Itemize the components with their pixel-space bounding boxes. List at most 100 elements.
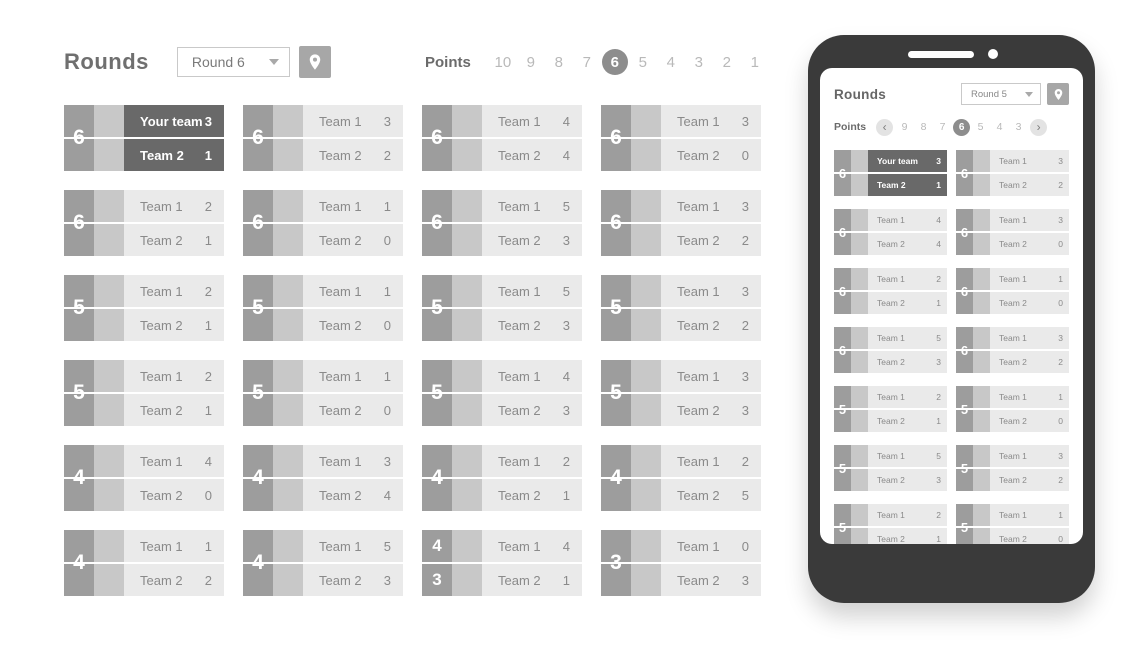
team-row: Team 2 4 [482,139,582,171]
points-option-4[interactable]: 4 [666,53,676,71]
match-card[interactable]: 6 Team 1 3 Team 2 2 [956,327,1069,373]
points-label: Points [425,53,471,71]
team-name: Team 2 [677,572,720,588]
team-score: 1 [383,368,391,384]
match-card[interactable]: 6 Team 1 3 Team 2 2 [601,190,761,256]
match-card[interactable]: 5 Team 1 2 Team 2 1 [64,360,224,426]
match-card[interactable]: 4 Team 1 5 Team 2 3 [243,530,403,596]
card-strip-cell [94,224,124,256]
match-card[interactable]: 4 Team 1 3 Team 2 4 [243,445,403,511]
match-card[interactable]: 5 Team 1 3 Team 2 2 [956,445,1069,491]
card-strip-cell [273,105,303,137]
round-dropdown-value: Round 6 [191,54,245,70]
points-option-5[interactable]: 5 [977,121,984,133]
team-name: Team 1 [319,368,362,384]
round-badge: 4 [601,445,631,511]
card-strip [94,275,124,341]
location-pin-button[interactable] [298,46,331,78]
card-strip-cell [94,309,124,341]
team-name: Team 1 [877,215,905,225]
match-card[interactable]: 6 Team 1 3 Team 2 0 [601,105,761,171]
match-card[interactable]: 5 Team 1 2 Team 2 1 [834,504,947,544]
match-card[interactable]: 6 Team 1 3 Team 2 2 [243,105,403,171]
points-option-3[interactable]: 3 [694,53,704,71]
points-option-4[interactable]: 4 [996,121,1003,133]
match-card[interactable]: 5 Team 1 3 Team 2 3 [601,360,761,426]
match-card[interactable]: 3 Team 1 0 Team 2 3 [601,530,761,596]
round-badge-cell [956,528,973,544]
match-card[interactable]: 6 Team 1 5 Team 2 3 [834,327,947,373]
points-option-10[interactable]: 10 [494,53,512,71]
round-badge-cell [956,233,973,255]
card-strip [973,386,990,432]
match-card[interactable]: 5 Team 1 1 Team 2 0 [956,386,1069,432]
points-option-2[interactable]: 2 [722,53,732,71]
team-row: Team 2 1 [868,528,947,544]
match-card[interactable]: 5 Team 1 4 Team 2 3 [422,360,582,426]
match-card[interactable]: 5 Team 1 5 Team 2 3 [834,445,947,491]
team-name: Team 1 [319,453,362,469]
match-card[interactable]: 5 Team 1 5 Team 2 3 [422,275,582,341]
match-card[interactable]: 6 Team 1 4 Team 2 4 [422,105,582,171]
match-card[interactable]: 6 Team 1 5 Team 2 3 [422,190,582,256]
round-dropdown[interactable]: Round 6 [176,47,290,77]
points-option-3[interactable]: 3 [1015,121,1022,133]
team-rows: Team 1 4 Team 2 3 [482,360,582,426]
match-card[interactable]: 6 Team 1 3 Team 2 0 [956,209,1069,255]
points-next-button[interactable]: › [1030,118,1048,136]
round-badge-cell [834,327,851,349]
points-option-6[interactable]: 6 [953,118,971,136]
match-card[interactable]: 5 Team 1 2 Team 2 1 [64,275,224,341]
card-strip [452,360,482,426]
card-strip-cell [273,360,303,392]
round-badge: 6 [956,268,973,314]
team-rows: Your team 3 Team 2 1 [868,150,947,196]
match-card[interactable]: 6 Team 1 2 Team 2 1 [64,190,224,256]
match-card[interactable]: 5 Team 1 2 Team 2 1 [834,386,947,432]
points-option-5[interactable]: 5 [638,53,648,71]
points-option-1[interactable]: 1 [750,53,760,71]
match-card[interactable]: 4 Team 1 2 Team 2 5 [601,445,761,511]
match-card[interactable]: 5 Team 1 1 Team 2 0 [956,504,1069,544]
match-card[interactable]: 4 Team 1 1 Team 2 2 [64,530,224,596]
match-card[interactable]: 6 Team 1 1 Team 2 0 [243,190,403,256]
match-card[interactable]: 4 Team 1 4 Team 2 0 [64,445,224,511]
match-card[interactable]: 6 Team 1 1 Team 2 0 [956,268,1069,314]
points-option-7[interactable]: 7 [582,53,592,71]
round-badge-cell [243,105,273,137]
round-badge-cell [956,327,973,349]
match-card[interactable]: 5 Team 1 1 Team 2 0 [243,275,403,341]
team-score: 3 [383,572,391,588]
device-location-pin-button[interactable] [1047,83,1069,105]
round-number: 4 [431,466,443,489]
team-row: Team 2 2 [661,309,761,341]
card-strip-cell [452,360,482,392]
match-card[interactable]: 5 Team 1 3 Team 2 2 [601,275,761,341]
round-badge-cell [834,504,851,526]
points-option-8[interactable]: 8 [920,121,927,133]
points-option-7[interactable]: 7 [939,121,946,133]
points-prev-button[interactable]: ‹ [876,118,894,136]
round-badge-cell [834,209,851,231]
round-badge-cell [601,224,631,256]
team-score: 3 [562,317,570,333]
team-score: 1 [204,232,212,248]
points-option-8[interactable]: 8 [554,53,564,71]
card-strip-cell [631,190,661,222]
match-card[interactable]: 6 Team 1 3 Team 2 2 [956,150,1069,196]
points-option-9[interactable]: 9 [526,53,536,71]
team-score: 1 [562,487,570,503]
match-card[interactable]: 6 Team 1 2 Team 2 1 [834,268,947,314]
points-option-6[interactable]: 6 [601,49,628,75]
match-card[interactable]: 5 Team 1 1 Team 2 0 [243,360,403,426]
chevron-down-icon [268,59,279,65]
device-round-dropdown[interactable]: Round 5 [961,83,1041,105]
points-option-9[interactable]: 9 [901,121,908,133]
team-score: 3 [1058,156,1063,166]
match-card[interactable]: 6 Team 1 4 Team 2 4 [834,209,947,255]
match-card[interactable]: 4 Team 1 2 Team 2 1 [422,445,582,511]
